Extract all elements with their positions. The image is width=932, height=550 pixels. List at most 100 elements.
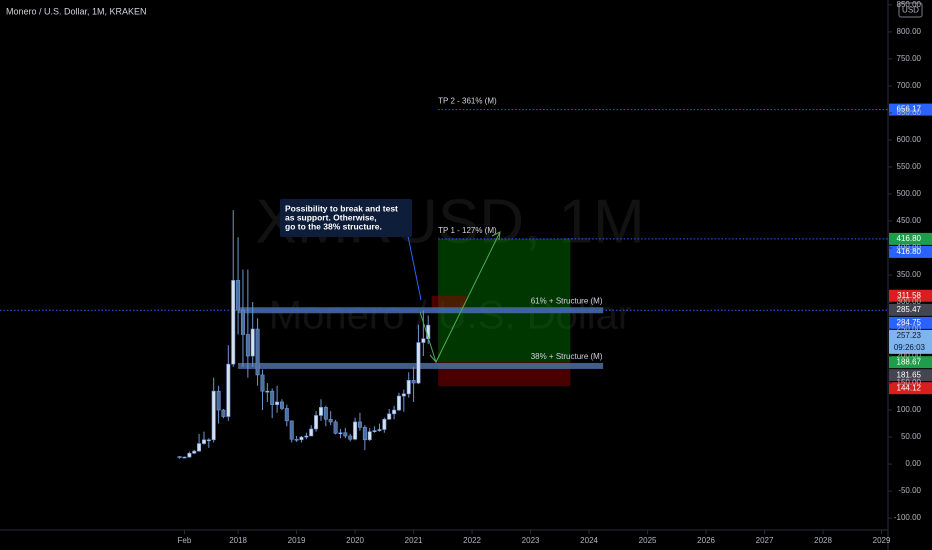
candle-body: [255, 328, 260, 376]
y-tick-label: 150.00: [897, 378, 922, 387]
x-tick-label: 2028: [814, 536, 832, 545]
y-tick-label: 750.00: [897, 54, 922, 63]
arrow-head: [491, 231, 501, 241]
y-tick-label: 850.00: [897, 0, 922, 9]
candle-body: [206, 439, 211, 442]
candle-body: [421, 338, 426, 343]
y-tick-label: 400.00: [897, 243, 922, 252]
candle-body: [250, 328, 255, 357]
level-label: 61% + Structure (M): [531, 296, 603, 305]
y-tick-label: 450.00: [897, 216, 922, 225]
candle-body: [382, 418, 387, 430]
candle-body: [392, 409, 397, 415]
candle-body: [192, 450, 197, 454]
y-tick-label: 50.00: [901, 432, 922, 441]
y-tick-label: 0.00: [905, 459, 921, 468]
price-label: 181.65: [897, 370, 922, 379]
price-label: 285.47: [897, 305, 922, 314]
price-label-box: [889, 329, 932, 354]
candle-body: [357, 421, 362, 428]
price-labels: 656.17 416.80 416.80 311.58 285.47 284.75 257.…: [889, 103, 932, 395]
price-label-box: [889, 382, 932, 395]
candle-body: [387, 413, 392, 420]
y-tick-label: 100.00: [897, 405, 922, 414]
y-tick-label: 600.00: [897, 135, 922, 144]
structure-band: [238, 362, 604, 369]
price-label: 144.12: [897, 383, 922, 392]
price-label-box: [889, 289, 932, 302]
candle-body: [187, 452, 192, 458]
candle-body: [406, 380, 411, 395]
candle-body: [348, 435, 353, 440]
candle-body: [338, 432, 343, 435]
watermark: XMRUSD, 1M Monero / U.S. Dollar: [255, 187, 644, 337]
price-label: 257.23: [897, 331, 922, 340]
candle-body: [231, 280, 236, 365]
level-label: 38% + Structure (M): [531, 352, 603, 361]
candle-body: [416, 342, 421, 384]
y-tick-label: 300.00: [897, 297, 922, 306]
currency: USD: [902, 6, 919, 15]
candle-body: [411, 380, 416, 384]
candle-body: [201, 439, 206, 444]
symbol-header: Monero / U.S. Dollar, 1M, KRAKEN: [6, 6, 147, 16]
candle-body: [240, 309, 245, 335]
price-label-box: [889, 316, 932, 329]
candle-body: [216, 390, 221, 411]
candle-body: [299, 436, 304, 441]
candle-body: [284, 408, 289, 422]
note-text: go to the 38% structure.: [285, 221, 382, 231]
x-tick-label: 2029: [873, 536, 891, 545]
x-tick-label: Feb: [178, 536, 192, 545]
x-tick-label: 2026: [697, 536, 715, 545]
x-tick-label: 2024: [580, 536, 598, 545]
candle-body: [294, 438, 299, 441]
price-label-box: [889, 356, 932, 369]
candle-body: [279, 401, 284, 409]
price-label-box: [889, 245, 932, 258]
x-tick-label: 2027: [756, 536, 774, 545]
y-tick-label: 350.00: [897, 270, 922, 279]
y-tick-label: 650.00: [897, 108, 922, 117]
x-tick-label: 2021: [405, 536, 423, 545]
candle-body: [323, 407, 328, 420]
y-tick-label: 550.00: [897, 162, 922, 171]
x-tick-label: 2025: [639, 536, 657, 545]
candle-body: [377, 429, 382, 431]
candle-body: [367, 431, 372, 441]
position-loss: [431, 295, 467, 310]
price-label: 416.80: [897, 247, 922, 256]
candle-body: [245, 334, 250, 357]
x-tick-label: 2022: [463, 536, 481, 545]
candle-body: [265, 390, 270, 393]
y-tick-label: -50.00: [898, 486, 921, 495]
candle-body: [289, 420, 294, 440]
candle-body: [343, 432, 348, 437]
currency-box: [898, 2, 923, 18]
note-text: Possibility to break and test: [285, 203, 398, 213]
y-tick-label: 500.00: [897, 189, 922, 198]
candle-body: [182, 456, 187, 459]
candle-body: [221, 409, 226, 417]
candle-body: [314, 415, 319, 430]
y-tick-label: 800.00: [897, 27, 922, 36]
candle-body: [396, 395, 401, 411]
candle-body: [275, 401, 280, 405]
price-label: 311.58: [897, 291, 921, 300]
candle-body: [401, 393, 406, 397]
price-label-box: [889, 369, 932, 382]
note-box: [280, 199, 412, 237]
candle-body: [309, 428, 314, 437]
candle-body: [211, 390, 216, 441]
candle-body: [177, 456, 182, 458]
price-label: 416.80: [897, 234, 922, 243]
candle-body: [372, 430, 377, 432]
watermark-description: Monero / U.S. Dollar: [269, 294, 631, 338]
candle-body: [353, 421, 358, 440]
level-label: TP 1 - 127% (M): [438, 226, 497, 235]
candle-body: [270, 390, 275, 405]
price-label-box: [889, 232, 932, 245]
candle-body: [318, 407, 323, 416]
